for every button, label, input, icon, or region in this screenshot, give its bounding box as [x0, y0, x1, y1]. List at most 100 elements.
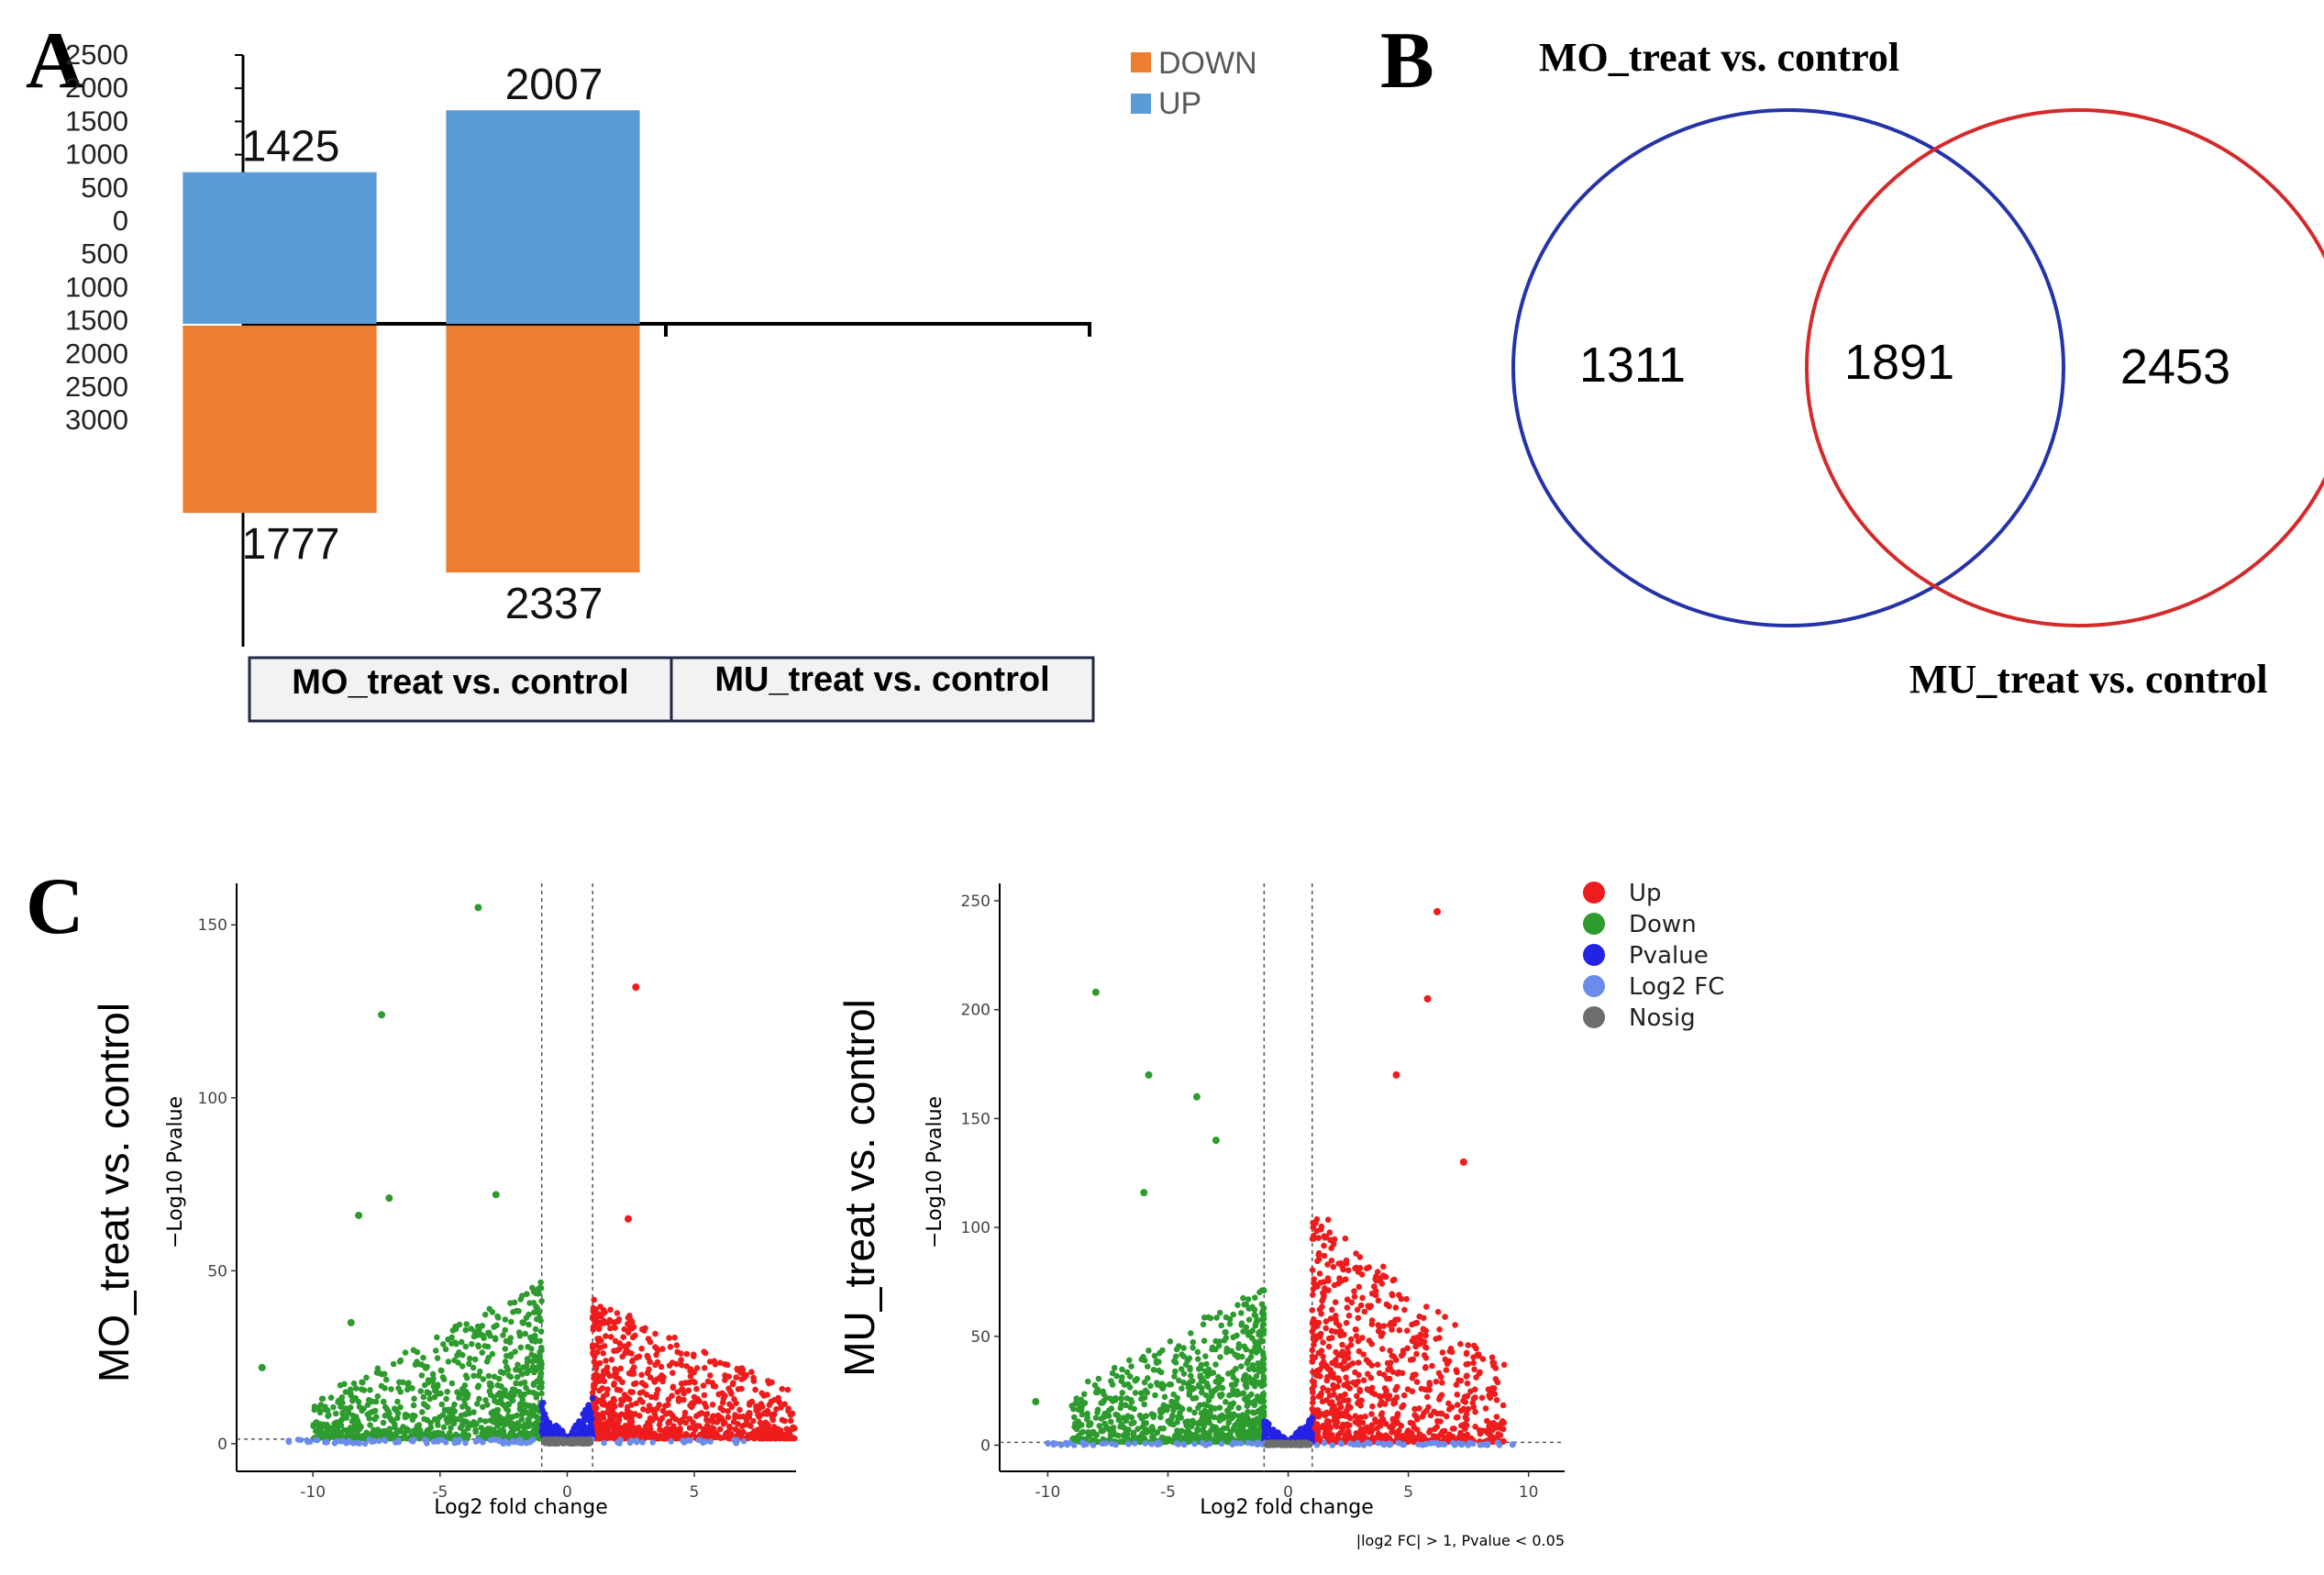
volcano-point — [1324, 1261, 1331, 1268]
volcano-point — [1245, 1416, 1252, 1423]
volcano-point — [538, 1379, 545, 1386]
volcano-point — [1343, 1319, 1350, 1326]
volcano-point — [1310, 1318, 1316, 1325]
volcano-legend-label: Log2 FC — [1629, 973, 1724, 1001]
volcano-point — [738, 1385, 745, 1392]
volcano-point — [1234, 1432, 1242, 1438]
volcano-point — [1144, 1429, 1150, 1436]
volcano-point — [533, 1303, 539, 1310]
volcano-point — [625, 1426, 631, 1434]
volcano-point — [1072, 1400, 1079, 1407]
volcano-point — [474, 1401, 481, 1407]
volcano-point — [1250, 1410, 1257, 1416]
volcano-point — [1150, 1433, 1156, 1440]
volcano-point — [1333, 1348, 1339, 1356]
volcano-point — [640, 1406, 647, 1413]
volcano-point — [1470, 1354, 1477, 1360]
volcano-point — [1081, 1400, 1089, 1406]
volcano-y-tick-label: 0 — [217, 1436, 227, 1454]
volcano-point — [1114, 1432, 1122, 1439]
volcano-point — [453, 1340, 459, 1348]
volcano-point — [537, 1279, 544, 1286]
volcano-point — [529, 1284, 536, 1292]
volcano-point — [502, 1346, 509, 1352]
volcano-point — [1434, 1308, 1442, 1315]
volcano-point — [1217, 1354, 1223, 1360]
volcano-point — [1378, 1410, 1386, 1416]
volcano-point — [632, 1426, 638, 1433]
volcano-point — [1457, 1340, 1464, 1348]
volcano-point — [1212, 1346, 1219, 1353]
volcano-point — [457, 1425, 464, 1431]
volcano-point — [1439, 1349, 1446, 1356]
volcano-point — [379, 1370, 385, 1378]
volcano-point — [426, 1427, 432, 1435]
volcano-point — [701, 1392, 708, 1399]
volcano-point — [487, 1382, 493, 1389]
volcano-point — [1235, 1345, 1242, 1351]
volcano-point — [1108, 1405, 1115, 1412]
volcano-point — [702, 1400, 708, 1407]
volcano-point — [1171, 1373, 1178, 1380]
volcano-point — [1289, 1439, 1297, 1446]
volcano-point — [420, 1393, 427, 1401]
volcano-point — [767, 1433, 774, 1439]
volcano-point — [1336, 1322, 1343, 1329]
volcano-point — [1180, 1380, 1187, 1386]
volcano-point — [1442, 1314, 1448, 1320]
volcano-point — [1115, 1416, 1123, 1424]
volcano-point — [382, 1376, 390, 1383]
volcano-point — [731, 1396, 737, 1403]
volcano-point — [536, 1290, 542, 1297]
volcano-point — [652, 1330, 658, 1337]
volcano-point — [1416, 1431, 1423, 1437]
volcano-point — [1204, 1372, 1211, 1380]
volcano-point — [1461, 1393, 1468, 1400]
volcano-point — [1335, 1413, 1343, 1420]
volcano-point — [600, 1368, 607, 1374]
volcano-point — [1145, 1375, 1151, 1381]
volcano-point — [1349, 1360, 1356, 1367]
volcano-point — [1140, 1414, 1146, 1421]
volcano-point — [1185, 1381, 1192, 1388]
volcano-point — [645, 1429, 652, 1436]
volcano-point — [677, 1425, 683, 1432]
volcano-point — [1429, 1362, 1435, 1370]
volcano-point — [451, 1357, 458, 1364]
volcano-point — [1376, 1370, 1383, 1377]
volcano-point — [371, 1415, 378, 1423]
volcano-point — [1355, 1337, 1362, 1345]
volcano-point — [1160, 1382, 1168, 1389]
volcano-point — [1347, 1341, 1355, 1348]
volcano-point — [733, 1374, 740, 1381]
volcano-point — [409, 1438, 416, 1445]
volcano-point — [772, 1435, 780, 1442]
volcano-point — [1311, 1325, 1317, 1332]
volcano-point — [1380, 1263, 1387, 1270]
volcano-point — [1244, 1328, 1251, 1336]
volcano-point — [327, 1394, 335, 1401]
volcano-point — [614, 1386, 621, 1393]
volcano-point — [614, 1419, 622, 1425]
volcano-point — [655, 1435, 661, 1442]
volcano-point — [1351, 1288, 1357, 1294]
volcano-point — [747, 1400, 753, 1406]
volcano-point — [443, 1395, 449, 1403]
volcano-point — [518, 1416, 526, 1423]
volcano-point — [1194, 1426, 1201, 1433]
volcano-point — [673, 1360, 680, 1368]
volcano-point — [540, 1413, 548, 1419]
volcano-point — [698, 1410, 705, 1416]
volcano-point — [517, 1296, 525, 1303]
volcano-point — [762, 1435, 769, 1442]
volcano-point — [1444, 1360, 1451, 1367]
volcano-point — [507, 1351, 515, 1358]
volcano-point — [1323, 1364, 1330, 1370]
volcano-point — [1079, 1428, 1087, 1436]
volcano-point — [445, 1434, 452, 1441]
volcano-point — [1434, 1433, 1441, 1440]
volcano-point — [1247, 1399, 1254, 1406]
volcano-point — [1202, 1432, 1210, 1439]
volcano-point — [1510, 1440, 1516, 1447]
volcano-point — [1187, 1364, 1193, 1371]
